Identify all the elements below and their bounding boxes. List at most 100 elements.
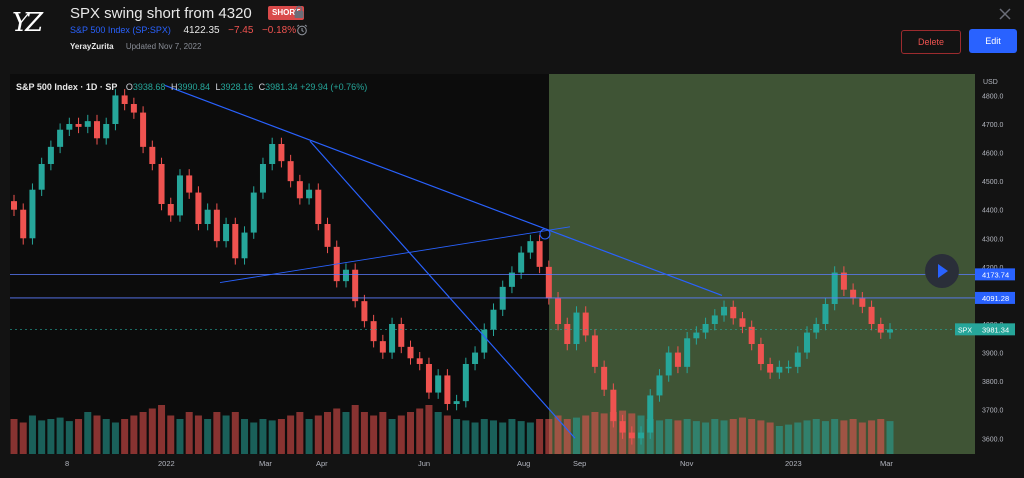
volume-bar xyxy=(185,412,193,454)
symbol-change-pct: −0.18% xyxy=(261,25,297,36)
drawings xyxy=(10,84,975,439)
trendline-main xyxy=(164,84,723,296)
volume-bar xyxy=(785,424,793,454)
price-label-tag xyxy=(975,268,1015,281)
candle-body xyxy=(435,375,442,393)
x-tick-label: 2023 xyxy=(785,459,802,468)
candle-body xyxy=(684,338,691,367)
volume-bar xyxy=(287,415,295,454)
candle-body xyxy=(250,192,257,233)
y-tick-label: 4400.0 xyxy=(982,208,1004,215)
volume-bar xyxy=(738,417,746,454)
candle-body xyxy=(840,272,847,290)
volume-bar xyxy=(840,420,848,454)
candle-body xyxy=(757,344,764,364)
idea-header: YZ SPX swing short from 4320 SHORT S&P 5… xyxy=(0,0,1024,72)
y-tick-label: 4600.0 xyxy=(982,151,1004,158)
x-tick-label: Jun xyxy=(418,459,430,468)
volume-bar xyxy=(517,421,525,454)
volume-bar xyxy=(204,419,212,454)
candle-body xyxy=(739,318,746,327)
volume-bar xyxy=(56,417,64,454)
play-button[interactable] xyxy=(925,254,959,288)
legend-high-value: 3990.84 xyxy=(177,82,211,92)
edit-button[interactable]: Edit xyxy=(969,29,1017,53)
symbol-link[interactable]: S&P 500 Index (SP:SPX) xyxy=(70,25,173,35)
price-label-tag xyxy=(975,291,1015,304)
candle-body xyxy=(702,324,709,333)
legend-open-label: O xyxy=(125,82,133,92)
volume-bars xyxy=(10,405,894,454)
candle-body xyxy=(472,352,479,364)
candle-body xyxy=(342,269,349,282)
chart-legend: S&P 500 Index · 1D · SP O3938.68 H3990.8… xyxy=(16,82,370,92)
volume-bar xyxy=(563,419,571,454)
candle-body xyxy=(518,252,525,273)
volume-bar xyxy=(582,415,590,454)
volume-bar xyxy=(526,422,534,454)
candle-body xyxy=(601,366,608,390)
candle-body xyxy=(130,104,137,113)
volume-bar xyxy=(305,419,313,454)
volume-bar xyxy=(259,419,267,454)
volume-bar xyxy=(250,422,258,454)
candle-body xyxy=(711,315,718,324)
volume-bar xyxy=(148,408,156,454)
candle-body xyxy=(619,421,626,433)
legend-low-label: L xyxy=(215,82,221,92)
candle-body xyxy=(573,312,580,344)
candle-body xyxy=(57,129,64,147)
candle-body xyxy=(564,324,571,344)
volume-bar xyxy=(812,419,820,454)
trendline-steep xyxy=(309,140,576,439)
candle-body xyxy=(545,266,552,299)
y-tick-label: 3900.0 xyxy=(982,351,1004,358)
last-price-value: 3981.34 xyxy=(982,325,1009,334)
volume-bar xyxy=(176,419,184,454)
delete-button[interactable]: Delete xyxy=(901,30,961,54)
candle-body xyxy=(813,324,820,333)
candle-body xyxy=(794,352,801,367)
volume-bar xyxy=(536,419,544,454)
candle-body xyxy=(407,346,414,359)
volume-bar xyxy=(545,419,553,454)
volume-bar xyxy=(489,420,497,454)
candle-body xyxy=(555,298,562,324)
volume-bar xyxy=(868,420,876,454)
candle-body xyxy=(610,389,617,422)
candle-body xyxy=(582,312,589,336)
volume-bar xyxy=(453,419,461,454)
volume-bar xyxy=(858,422,866,454)
time-axis: 8 2022 Mar Apr Jun Aug Sep Nov 2023 Mar xyxy=(65,459,893,468)
volume-bar xyxy=(75,419,83,454)
candle-body xyxy=(176,175,183,216)
candle-body xyxy=(361,301,368,322)
volume-bar xyxy=(342,412,350,454)
candle-body xyxy=(38,164,45,190)
legend-low-value: 3928.16 xyxy=(220,82,254,92)
chart-area[interactable]: USD3600.03700.03800.03900.04000.04100.04… xyxy=(10,74,1020,473)
author-name[interactable]: YerayZurita xyxy=(70,42,114,51)
alarm-icon[interactable] xyxy=(296,24,308,36)
volume-bar xyxy=(194,415,202,454)
volume-bar xyxy=(47,419,55,454)
legend-close-label: C xyxy=(258,82,266,92)
symbol-price: 4122.35 xyxy=(183,25,220,36)
volume-bar xyxy=(702,422,710,454)
candle-body xyxy=(389,324,396,353)
volume-bar xyxy=(65,421,73,454)
candle-body xyxy=(93,121,100,139)
candle-body xyxy=(103,124,110,139)
volume-bar xyxy=(803,420,811,454)
candle-body xyxy=(693,332,700,339)
volume-bar xyxy=(167,415,175,454)
author-logo[interactable]: YZ xyxy=(12,8,43,38)
x-tick-label: Aug xyxy=(517,459,530,468)
price-chart[interactable]: USD3600.03700.03800.03900.04000.04100.04… xyxy=(10,74,1020,473)
close-icon[interactable] xyxy=(998,7,1012,21)
volume-bar xyxy=(158,405,166,454)
volume-bar xyxy=(609,412,617,454)
volume-bar xyxy=(222,415,230,454)
candle-body xyxy=(195,192,202,224)
x-tick-label: 2022 xyxy=(158,459,175,468)
